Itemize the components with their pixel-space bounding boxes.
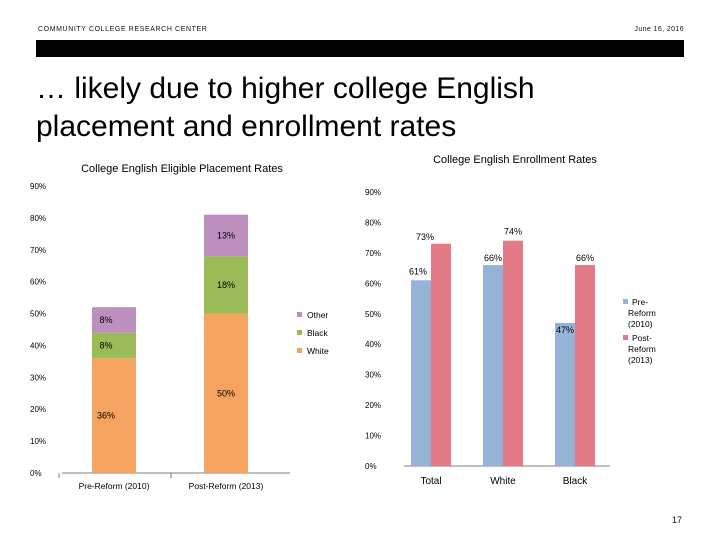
y-tick-label: 10% <box>365 432 381 441</box>
y-tick-label: 80% <box>365 218 381 227</box>
y-tick-label: 70% <box>365 249 381 258</box>
chart-title: College English Eligible Placement Rates <box>81 163 283 175</box>
placement-rates-chart: College English Eligible Placement Rates… <box>30 163 329 491</box>
header-bar <box>36 40 684 57</box>
bar <box>431 243 451 466</box>
bar <box>483 265 503 466</box>
presentation-date: June 16, 2016 <box>634 26 684 33</box>
legend-swatch <box>623 299 628 304</box>
bar <box>503 240 523 466</box>
y-tick-label: 50% <box>365 310 381 319</box>
bar <box>411 280 431 466</box>
data-label: 8% <box>99 315 112 325</box>
y-tick-label: 0% <box>365 462 377 471</box>
data-label: 66% <box>576 253 594 263</box>
data-label: 73% <box>416 232 434 242</box>
y-tick-label: 0% <box>30 469 42 478</box>
data-label: 61% <box>409 266 427 276</box>
x-tick-label: Pre-Reform (2010) <box>79 481 150 491</box>
data-label: 36% <box>97 411 115 421</box>
bar-segment <box>92 332 136 359</box>
y-tick-label: 70% <box>30 246 46 255</box>
data-label: 13% <box>217 230 235 240</box>
x-tick-label: Black <box>563 476 588 487</box>
data-label: 74% <box>504 227 522 237</box>
bar-segment <box>204 214 248 257</box>
y-tick-label: 40% <box>365 340 381 349</box>
slide-title-line-2: placement and enrollment rates <box>36 110 457 143</box>
slide-title-line-1: … likely due to higher college English <box>36 72 535 105</box>
legend-label: Black <box>307 328 329 338</box>
bar-segment <box>92 307 136 333</box>
data-label: 8% <box>99 340 112 350</box>
y-tick-label: 80% <box>30 214 46 223</box>
x-tick-label: White <box>490 476 516 487</box>
bar-segment <box>92 358 136 473</box>
y-tick-label: 60% <box>30 278 46 287</box>
data-label: 50% <box>217 388 235 398</box>
y-tick-label: 60% <box>365 279 381 288</box>
chart-title: College English Enrollment Rates <box>433 154 597 166</box>
x-tick-label: Post-Reform (2013) <box>189 481 264 491</box>
bar <box>555 322 575 466</box>
legend-label: Other <box>307 310 328 320</box>
y-tick-label: 20% <box>365 401 381 410</box>
y-tick-label: 90% <box>365 188 381 197</box>
legend-swatch <box>297 330 302 335</box>
page-number: 17 <box>671 515 682 525</box>
bar-segment <box>204 256 248 314</box>
legend-swatch <box>623 335 628 340</box>
legend-label: Post-Reform (2013) <box>628 333 656 365</box>
y-tick-label: 10% <box>30 437 46 446</box>
bar <box>575 265 595 466</box>
legend-label: Pre-Reform (2010) <box>628 297 656 329</box>
organization-name: COMMUNITY COLLEGE RESEARCH CENTER <box>38 26 208 33</box>
slide-title: … likely due to higher college English p… <box>36 70 676 146</box>
bar-segment <box>204 313 248 473</box>
y-tick-label: 30% <box>30 373 46 382</box>
legend-swatch <box>297 348 302 353</box>
y-tick-label: 30% <box>365 371 381 380</box>
y-tick-label: 90% <box>30 182 46 191</box>
legend-label: White <box>307 346 329 356</box>
data-label: 66% <box>484 253 502 263</box>
data-label: 47% <box>556 325 574 335</box>
y-tick-label: 50% <box>30 310 46 319</box>
data-label: 18% <box>217 280 235 290</box>
legend-swatch <box>297 312 302 317</box>
enrollment-rates-chart: College English Enrollment Rates 0% 10% 20%… <box>365 154 656 487</box>
x-tick-label: Total <box>420 476 441 487</box>
y-tick-label: 20% <box>30 405 46 414</box>
y-tick-label: 40% <box>30 341 46 350</box>
